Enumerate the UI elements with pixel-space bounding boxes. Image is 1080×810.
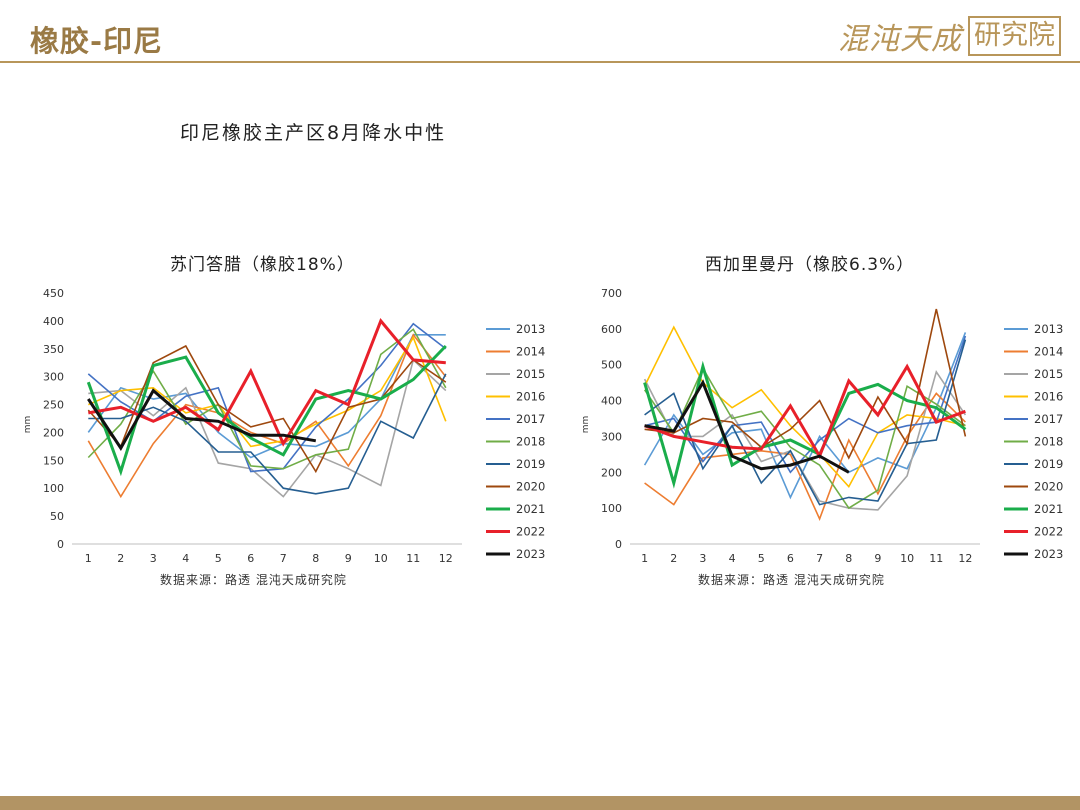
chart-1-xtick: 11 [406,552,420,565]
chart-1-xtick: 1 [85,552,92,565]
chart-2-xtick: 11 [929,552,943,565]
chart-1-ytick: 300 [43,371,64,384]
chart-2-series-2015 [643,370,967,511]
header-divider [0,61,1080,63]
chart-2-ytick: 400 [601,395,622,408]
chart-1-xtick: 6 [247,552,254,565]
chart-1-legend-label-2016: 2016 [516,390,545,404]
chart-1-title: 苏门答腊（橡胶18%） [170,255,355,275]
chart-2-legend-label-2023: 2023 [1034,547,1063,561]
chart-1-ytick: 200 [43,426,64,439]
chart-1-xtick: 2 [117,552,124,565]
chart-2-ytick: 200 [601,466,622,479]
chart-2-ytick: 700 [601,287,622,300]
logo-seal-text: 研究院 [968,16,1061,56]
chart-1-xtick: 9 [345,552,352,565]
chart-1-ytick: 150 [43,454,64,467]
chart-2-legend-label-2019: 2019 [1034,457,1063,471]
chart-1-ytick: 350 [43,343,64,356]
chart-2-xtick: 8 [845,552,852,565]
chart-2-legend-label-2021: 2021 [1034,502,1063,516]
chart-1-series-2019 [88,373,447,495]
chart-1-ytick: 0 [57,538,64,551]
chart-1-series-2023 [87,388,317,451]
chart-2-ylabel: mm [581,416,591,434]
footer-bar [0,796,1080,810]
chart-1-xtick: 4 [182,552,189,565]
chart-2-xtick: 10 [900,552,914,565]
chart-2-xtick: 2 [670,552,677,565]
chart-1-legend-label-2022: 2022 [516,525,545,539]
chart-2-legend-label-2016: 2016 [1034,390,1063,404]
chart-1-series-2022 [88,317,446,447]
chart-2-xtick: 4 [729,552,736,565]
chart-1-series-2021 [86,344,447,477]
chart-2-source: 数据来源：路透 混沌天成研究院 [698,573,885,587]
chart-2-series-2016 [643,325,966,488]
chart-1-ylabel: mm [23,416,33,434]
chart-2-series-2022 [644,363,966,460]
chart-1-ytick: 450 [43,287,64,300]
chart-2-xtick: 5 [758,552,765,565]
chart-2-series-2021 [643,360,967,489]
chart-1-ytick: 250 [43,399,64,412]
chart-1-xtick: 7 [280,552,287,565]
chart-1-legend-label-2017: 2017 [516,412,545,426]
chart-1-xtick: 10 [374,552,388,565]
slide-subtitle: 印尼橡胶主产区8月降水中性 [180,122,447,144]
chart-2-xtick: 12 [958,552,972,565]
chart-2-legend-label-2017: 2017 [1034,412,1063,426]
page-title: 橡胶-印尼 [30,24,164,58]
chart-1-xtick: 3 [150,552,157,565]
chart-1-ytick: 50 [50,510,64,523]
chart-2-legend-label-2022: 2022 [1034,525,1063,539]
chart-1-legend-label-2015: 2015 [516,367,545,381]
chart-1-legend-label-2019: 2019 [516,457,545,471]
chart-2-legend-label-2013: 2013 [1034,322,1063,336]
chart-1-legend-label-2020: 2020 [516,480,545,494]
chart-2-ytick: 100 [601,502,622,515]
chart-2-series-2023 [644,379,850,474]
chart-2-series-2014 [644,392,966,522]
chart-1-series-2013 [87,333,446,459]
chart-2-ytick: 500 [601,359,622,372]
chart-2-ytick: 300 [601,430,622,443]
chart-2-legend-label-2014: 2014 [1034,345,1063,359]
chart-2-xtick: 9 [874,552,881,565]
chart-1-legend-label-2014: 2014 [516,345,545,359]
chart-1-legend-label-2021: 2021 [516,502,545,516]
chart-1-ytick: 400 [43,315,64,328]
chart-2-ytick: 600 [601,323,622,336]
chart-2-legend-label-2020: 2020 [1034,480,1063,494]
chart-1-ytick: 100 [43,482,64,495]
chart-1-series-2015 [88,358,447,498]
chart-2-legend-label-2018: 2018 [1034,435,1063,449]
chart-2-ytick: 0 [615,538,622,551]
chart-2-title: 西加里曼丹（橡胶6.3%） [705,255,915,275]
chart-1-source: 数据来源：路透 混沌天成研究院 [160,573,347,587]
chart-2-legend-label-2015: 2015 [1034,367,1063,381]
chart-1-series-2014 [87,333,447,499]
chart-1-legend-label-2023: 2023 [516,547,545,561]
chart-2-series-2019 [644,339,967,506]
chart-2-series-2018 [643,366,966,510]
chart-2-xtick: 3 [699,552,706,565]
logo-script-text: 混沌天成 [838,22,962,57]
brand-logo: 混沌天成 研究院 [838,14,1074,58]
chart-2-xtick: 6 [787,552,794,565]
chart-1-xtick: 8 [312,552,319,565]
chart-2-xtick: 1 [641,552,648,565]
chart-1-legend-label-2013: 2013 [516,322,545,336]
chart-2-xtick: 7 [816,552,823,565]
chart-1-series-2020 [87,344,447,474]
chart-1-xtick: 5 [215,552,222,565]
chart-1-xtick: 12 [439,552,453,565]
chart-2-series-2020 [644,308,967,460]
chart-1-legend-label-2018: 2018 [516,435,545,449]
